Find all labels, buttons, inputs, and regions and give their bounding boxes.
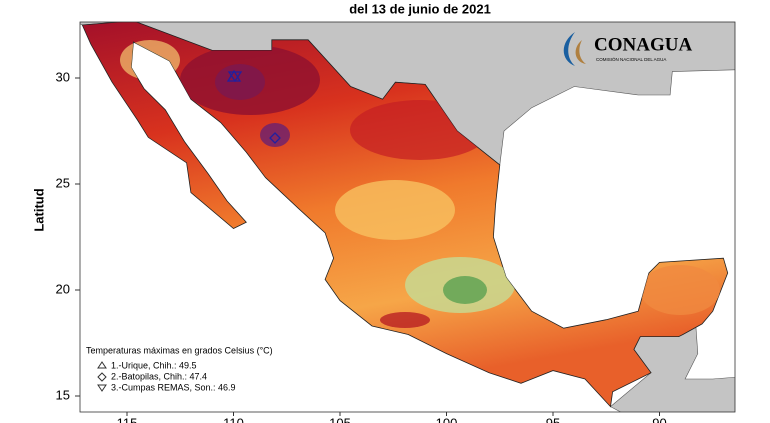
logo-name: CONAGUA: [594, 34, 692, 55]
x-tick-label: 110: [223, 415, 244, 423]
x-tick-label: 95: [546, 415, 560, 423]
legend-symbol: [97, 361, 107, 369]
y-axis-label: Latitud: [31, 188, 46, 231]
legend-item: 3.-Cumpas REMAS, Son.: 46.9: [111, 382, 236, 392]
legend-item: 1.-Urique, Chih.: 49.5: [111, 360, 197, 370]
x-tick-label: 100: [436, 415, 458, 423]
station-3-marker: [227, 71, 243, 83]
legend-title: Temperaturas máximas en grados Celsius (…: [86, 345, 273, 355]
y-tick-label: 25: [56, 175, 70, 190]
legend-item: 2.-Batopilas, Chih.: 47.4: [111, 371, 207, 381]
x-tick-label: 105: [329, 415, 351, 423]
plot-area: [80, 22, 735, 412]
y-tick-label: 30: [56, 69, 70, 84]
x-tick-label: 115: [117, 415, 138, 423]
logo-subtitle: COMISIÓN NACIONAL DEL AGUA: [596, 56, 666, 62]
legend-symbol: [97, 372, 107, 382]
station-2-marker: [269, 132, 281, 144]
x-tick-label: 90: [652, 415, 666, 423]
y-tick-label: 20: [56, 281, 70, 296]
map-title: del 13 de junio de 2021: [349, 1, 491, 16]
y-tick-label: 15: [56, 387, 70, 402]
legend-symbol: [97, 384, 107, 392]
plot-frame: [79, 21, 736, 413]
ticks: 30 25 20 15 115 110 105 100 95 90: [56, 69, 667, 423]
logo: CONAGUA COMISIÓN NACIONAL DEL AGUA: [563, 32, 692, 66]
legend: Temperaturas máximas en grados Celsius (…: [86, 345, 273, 392]
